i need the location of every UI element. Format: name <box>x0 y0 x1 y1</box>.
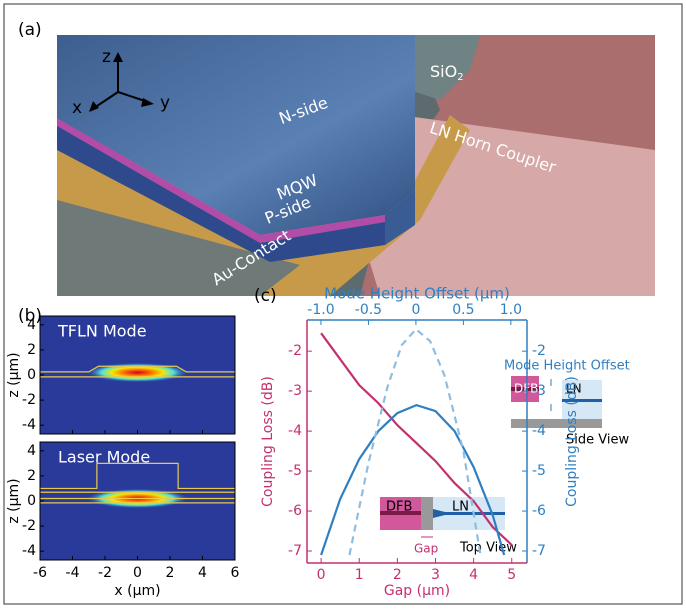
panel-a: (a) z x y N-side MQW P-side Au-Contact S… <box>18 20 655 296</box>
y-tick-label: 4 <box>27 443 36 459</box>
y-tick-label: -4 <box>22 417 36 433</box>
y-tick-label: -4 <box>288 423 302 439</box>
x-tick-label: 6 <box>231 565 240 581</box>
x-axis-label: x (µm) <box>114 583 160 599</box>
y-tick-label: -2 <box>288 343 302 359</box>
x2-tick-label: -0.5 <box>355 302 382 318</box>
x2-axis-label: Mode Height Offset (µm) <box>324 285 510 303</box>
plot-title: TFLN Mode <box>57 322 147 341</box>
mqw <box>57 118 385 243</box>
y-tick-label: 2 <box>27 468 36 484</box>
ln-wg <box>562 399 602 402</box>
x-tick-label: 1 <box>355 567 364 583</box>
x-tick-label: 0 <box>133 565 142 581</box>
y-tick-label: -3 <box>288 383 302 399</box>
panel-label: (b) <box>18 306 42 326</box>
y2-tick-label: -5 <box>532 463 546 479</box>
x-tick-label: -6 <box>33 565 47 581</box>
y-tick-label: 4 <box>27 317 36 333</box>
panel-label: (a) <box>18 20 42 40</box>
y-tick-label: -4 <box>22 543 36 559</box>
x2-tick-label: 0.5 <box>452 302 474 318</box>
x2-tick-label: -1.0 <box>307 302 334 318</box>
waveguide-outline <box>40 462 235 490</box>
sio2-label: SiO2 <box>430 62 464 84</box>
y-axis-label: z (µm) <box>6 478 22 523</box>
inset-text: Mode Height Offset <box>504 359 630 374</box>
inset-text: Side View <box>566 433 629 448</box>
inset-text: Gap <box>414 542 438 556</box>
arrow <box>113 52 123 62</box>
ln-taper <box>433 509 505 518</box>
arrow <box>89 101 99 112</box>
x-tick-label: 0 <box>317 567 326 583</box>
y2-tick-label: -3 <box>532 383 546 399</box>
ridge-side <box>385 190 415 245</box>
x2-tick-label: 0 <box>411 302 420 318</box>
substrate <box>511 419 602 428</box>
x2-tick-label: 1.0 <box>500 302 522 318</box>
axis-y: y <box>160 93 170 113</box>
y-tick-label: -2 <box>22 392 36 408</box>
axis-x: x <box>72 98 82 118</box>
x-tick-label: -2 <box>98 565 112 581</box>
y-tick-label: -5 <box>288 463 302 479</box>
y2-tick-label: -6 <box>532 503 546 519</box>
y-tick-label: -6 <box>288 503 302 519</box>
waveguide-outline <box>40 365 235 373</box>
series-line <box>320 403 506 556</box>
y-tick-label: -2 <box>22 518 36 534</box>
y-axis-label: z (µm) <box>6 352 22 397</box>
y-tick-label: 2 <box>27 342 36 358</box>
plot-title: Laser Mode <box>58 448 150 467</box>
dfb-active <box>511 387 539 391</box>
y-tick-label: -7 <box>288 543 302 559</box>
y2-tick-label: -7 <box>532 543 546 559</box>
y2-tick-label: -2 <box>532 343 546 359</box>
panel-b: TFLN Mode 4 2 0 -2 -4 z (µm) Laser Mode 4 2 0 -2 -4 z… <box>6 315 240 599</box>
inset-text: DFB <box>514 382 538 396</box>
n-side <box>57 35 415 235</box>
x-tick-label: 3 <box>431 567 440 583</box>
series-line <box>320 332 513 546</box>
dfb-active <box>380 511 421 515</box>
y-tick-label: 0 <box>27 367 36 383</box>
inset-text: LN <box>566 382 582 396</box>
x-tick-label: 2 <box>393 567 402 583</box>
x-tick-label: 2 <box>166 565 175 581</box>
axis-z: z <box>102 47 111 67</box>
y-tick-label: 0 <box>27 493 36 509</box>
inset-text: LN <box>452 500 469 515</box>
gap-block <box>421 497 433 530</box>
x-tick-label: 4 <box>198 565 207 581</box>
y-axis-label: Coupling Loss (dB) <box>260 376 276 507</box>
panel-c: DFB LN Side View Mode Height Offset DFB … <box>260 285 630 600</box>
x-tick-label: -4 <box>66 565 80 581</box>
sio2 <box>410 35 480 100</box>
y2-tick-label: -4 <box>532 423 546 439</box>
substrate <box>57 200 300 296</box>
p-side <box>57 126 385 262</box>
border <box>3 3 683 605</box>
y2-axis-label: Coupling Loss (dB) <box>564 376 580 507</box>
x-tick-label: 4 <box>469 567 478 583</box>
arrow <box>141 98 154 107</box>
mode-profile <box>85 362 190 383</box>
x-tick-label: 5 <box>507 567 516 583</box>
x-axis-label: Gap (µm) <box>384 583 450 599</box>
panel-label: (c) <box>254 286 277 306</box>
inset-text: DFB <box>386 500 412 515</box>
